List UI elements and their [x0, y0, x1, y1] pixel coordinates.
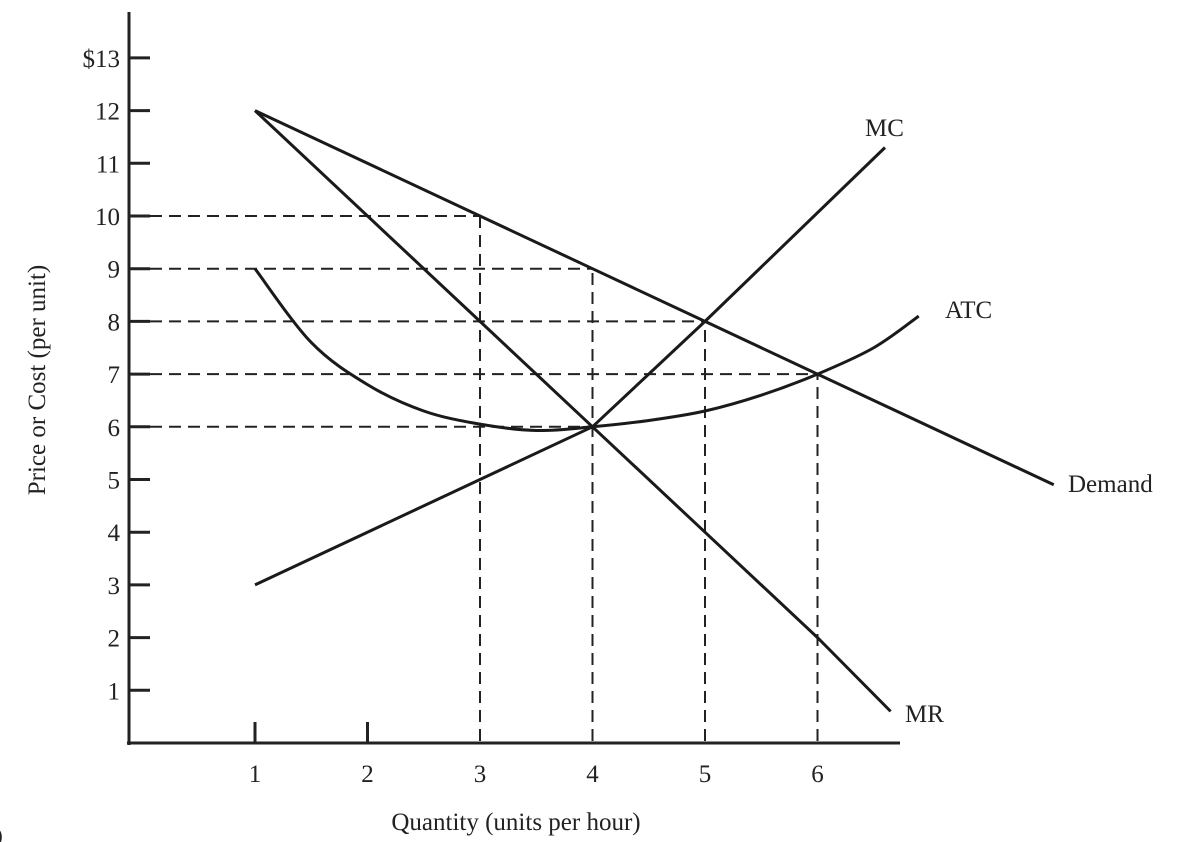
x-tick-label: 6 — [811, 761, 824, 788]
y-tick-label: 3 — [108, 573, 121, 600]
y-tick-label: 2 — [108, 626, 121, 653]
curves — [253, 109, 1055, 713]
y-tick-label: 1 — [108, 678, 121, 705]
y-tick-label: 5 — [108, 468, 121, 495]
series-atc-curve — [253, 267, 920, 433]
reference-lines — [131, 215, 819, 741]
x-tick-label: 4 — [586, 761, 599, 788]
y-tick-label: 10 — [95, 204, 120, 231]
x-tick-label: 1 — [249, 761, 262, 788]
y-tick-label: 11 — [96, 151, 120, 178]
series-label-mc: MC — [865, 115, 904, 142]
x-ticks: 1 2 3 4 5 6 — [249, 722, 824, 788]
series-label-atc: ATC — [945, 297, 992, 324]
y-tick-label: 7 — [108, 362, 121, 389]
y-tick-label: $13 — [83, 46, 121, 73]
y-tick-label: 12 — [95, 99, 120, 126]
y-ticks: $13 12 11 10 9 8 7 6 5 4 3 2 1 — [83, 46, 150, 705]
series-mc-curve — [254, 146, 887, 587]
series-mr-curve — [253, 109, 892, 713]
y-axis-label: Price or Cost (per unit) — [24, 265, 51, 496]
series-labels: Demand MR MC ATC — [865, 115, 1153, 728]
y-tick-label: 6 — [108, 415, 121, 442]
series-label-demand: Demand — [1068, 471, 1153, 498]
x-axis-label: Quantity (units per hour) — [391, 809, 640, 836]
y-tick-label: 4 — [108, 520, 121, 547]
stray-mark: ) — [0, 825, 3, 842]
y-tick-label: 8 — [108, 309, 121, 336]
x-tick-label: 3 — [474, 761, 487, 788]
series-demand-curve — [254, 109, 1055, 487]
x-tick-label: 5 — [699, 761, 712, 788]
y-tick-label: 9 — [108, 257, 121, 284]
series-label-mr: MR — [905, 701, 944, 728]
x-tick-label: 2 — [361, 761, 374, 788]
